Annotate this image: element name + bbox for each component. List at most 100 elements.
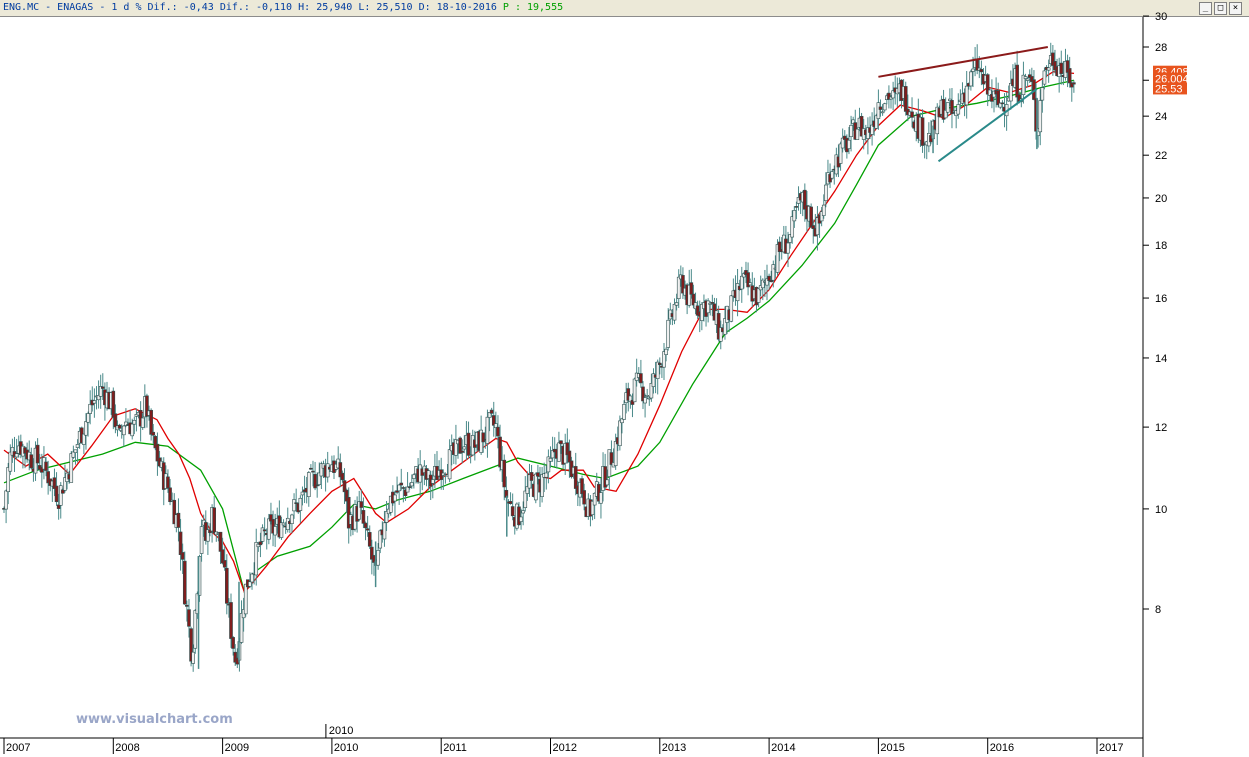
candle-up: [964, 85, 969, 106]
candle-up: [523, 490, 528, 508]
candle-up: [206, 529, 210, 542]
candle-down: [367, 532, 372, 547]
candle-up: [729, 295, 734, 322]
candle-up: [666, 319, 671, 348]
candle-up: [494, 423, 498, 429]
candle-up: [592, 492, 597, 506]
candle-down: [149, 409, 153, 435]
candle-down: [1069, 82, 1074, 88]
candle-down: [44, 461, 48, 471]
close-button[interactable]: ×: [1229, 2, 1242, 15]
candle-down: [496, 426, 500, 437]
candle-down: [630, 399, 635, 405]
candle-up: [775, 244, 780, 273]
candle-down: [809, 206, 813, 228]
y-tick-label: 20: [1155, 193, 1167, 205]
candle-up: [723, 318, 727, 335]
chart-title-bar: ENG.MC - ENAGAS - 1 d % Dif.: -0,43 Dif.…: [0, 0, 1249, 17]
candle-up: [279, 522, 284, 538]
candle-down: [189, 628, 193, 662]
candle-up: [632, 378, 637, 403]
minimize-button[interactable]: _: [1199, 2, 1212, 15]
candle-up: [1025, 78, 1030, 81]
candle-up: [388, 495, 393, 513]
candle-up: [815, 217, 820, 236]
low-label: L:: [358, 2, 371, 13]
candle-up: [75, 444, 80, 448]
y-tick-label: 14: [1155, 353, 1167, 365]
candle-down: [220, 549, 225, 564]
candle-down: [401, 487, 406, 489]
candle-down: [695, 305, 700, 316]
candle-down: [639, 373, 643, 384]
candle-down: [691, 293, 696, 306]
candle-down: [1059, 62, 1064, 74]
candle-down: [338, 462, 343, 478]
p-label: P :: [502, 2, 521, 13]
candle-up: [855, 128, 860, 140]
candle-down: [155, 443, 160, 462]
candle-down: [182, 560, 187, 605]
candle-up: [792, 210, 797, 222]
x-tick-label: 2017: [1099, 742, 1123, 754]
candle-down: [794, 206, 799, 208]
candle-down: [573, 466, 578, 489]
candle-up: [485, 416, 490, 444]
candle-down: [878, 106, 883, 110]
candle-down: [29, 454, 34, 469]
candle-up: [86, 413, 90, 423]
candle-up: [765, 278, 769, 286]
candle-down: [35, 444, 40, 464]
candle-up: [851, 119, 855, 124]
y-axis: 8 10 12 14 16 18 20 22 24 28 30: [1143, 11, 1167, 616]
candle-up: [69, 453, 74, 483]
candle-down: [565, 442, 570, 456]
candle-down: [100, 386, 105, 389]
candle-up: [193, 610, 198, 649]
candle-up: [605, 479, 610, 486]
dif-label: Dif.:: [219, 2, 250, 13]
candle-up: [935, 106, 940, 135]
candle-up: [718, 327, 723, 342]
candle-down: [168, 487, 172, 503]
candle-up: [412, 474, 416, 479]
candle-down: [187, 609, 191, 627]
candle-down: [609, 452, 614, 465]
date-value: 18-10-2016: [436, 2, 497, 13]
candle-down: [460, 450, 465, 453]
candle-down: [40, 466, 44, 473]
candle-up: [267, 518, 271, 540]
candle-up: [248, 581, 252, 587]
candle-down: [342, 480, 347, 493]
candle-up: [830, 171, 834, 179]
x-axis: 2007 2008 2009 2010 2011 2012 2013 2014 2015 2016…: [3, 724, 1123, 754]
candle-up: [1042, 70, 1047, 85]
candle-up: [357, 501, 362, 520]
candle-up: [956, 104, 961, 115]
y-tick-label: 10: [1155, 504, 1167, 516]
candle-up: [519, 516, 523, 522]
candle-down: [309, 467, 313, 470]
candle-down: [746, 272, 750, 288]
candle-up: [191, 651, 195, 664]
candle-up: [4, 490, 8, 510]
candle-up: [14, 453, 19, 458]
candle-down: [365, 528, 370, 531]
candle-up: [130, 423, 135, 437]
candle-down: [559, 440, 563, 445]
candle-down: [941, 98, 946, 120]
candle-up: [662, 351, 666, 368]
candle-up: [140, 417, 145, 428]
candle-down: [178, 531, 183, 555]
maximize-button[interactable]: □: [1214, 2, 1227, 15]
y-tick-label: 16: [1155, 293, 1167, 305]
candle-up: [676, 276, 681, 299]
candle-up: [891, 90, 895, 99]
candle-up: [760, 279, 765, 289]
candle-down: [180, 552, 185, 560]
plot-frame: [0, 17, 1144, 757]
candle-up: [687, 284, 692, 306]
candle-down: [222, 560, 227, 568]
low-value: 25,510: [376, 2, 413, 13]
